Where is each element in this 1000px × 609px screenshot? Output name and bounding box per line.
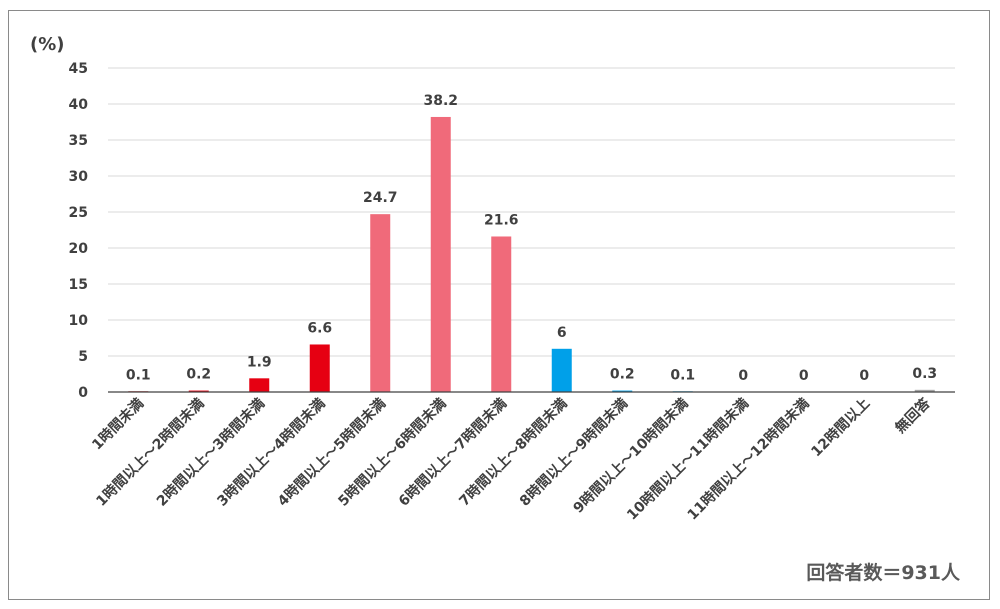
bar [188,390,209,392]
y-tick-label: 25 [69,205,88,221]
data-label: 0 [859,368,869,384]
data-label: 6.6 [307,320,332,336]
y-tick-label: 20 [69,241,89,257]
data-label: 1.9 [247,354,272,370]
x-tick-label: 2時間以上～3時間未満 [153,395,268,510]
data-label: 38.2 [423,93,458,109]
x-tick-label: 5時間以上～6時間未満 [335,395,450,510]
data-label: 24.7 [363,190,398,206]
y-tick-label: 0 [78,385,88,401]
bar [914,389,935,392]
x-tick-label: 9時間以上～10時間未満 [570,395,692,517]
x-tick-label: 10時間以上～11時間未満 [623,395,752,524]
respondents-count: 回答者数＝931人 [806,562,960,584]
x-tick-label: 3時間以上～4時間未満 [214,395,329,510]
data-label: 21.6 [484,212,519,228]
x-tick-label: 1時間以上～2時間未満 [93,395,208,510]
data-label: 0.1 [670,367,695,383]
x-tick-label: 12時間以上 [808,395,873,460]
data-label: 0.1 [126,367,151,383]
bar [551,348,572,392]
x-tick-label: 11時間以上～12時間未満 [684,395,813,524]
data-label: 6 [557,325,567,341]
data-label: 0 [738,368,748,384]
bar [309,344,330,392]
data-label: 0.2 [186,367,211,383]
x-tick-label: 4時間以上～5時間未満 [274,395,389,510]
y-axis-label: (%) [30,34,65,55]
y-tick-label: 30 [69,169,89,185]
y-tick-label: 15 [69,277,88,293]
y-tick-label: 5 [78,349,88,365]
bar [249,378,270,392]
bar [430,116,451,393]
data-label: 0.3 [912,366,937,382]
y-tick-label: 35 [69,133,88,149]
bar [370,214,391,392]
x-tick-label: 8時間以上～9時間未満 [516,395,631,510]
y-tick-label: 45 [69,61,88,77]
x-tick-label: 1時間未満 [89,395,148,454]
bar [491,236,512,392]
data-label: 0 [799,368,809,384]
y-tick-label: 40 [69,97,89,113]
bar [612,390,633,392]
x-tick-label: 6時間以上～7時間未満 [395,395,510,510]
x-tick-label: 7時間以上～8時間未満 [456,395,571,510]
data-label: 0.2 [610,367,635,383]
y-tick-label: 10 [69,313,89,329]
x-tick-label: 無回答 [892,394,934,436]
